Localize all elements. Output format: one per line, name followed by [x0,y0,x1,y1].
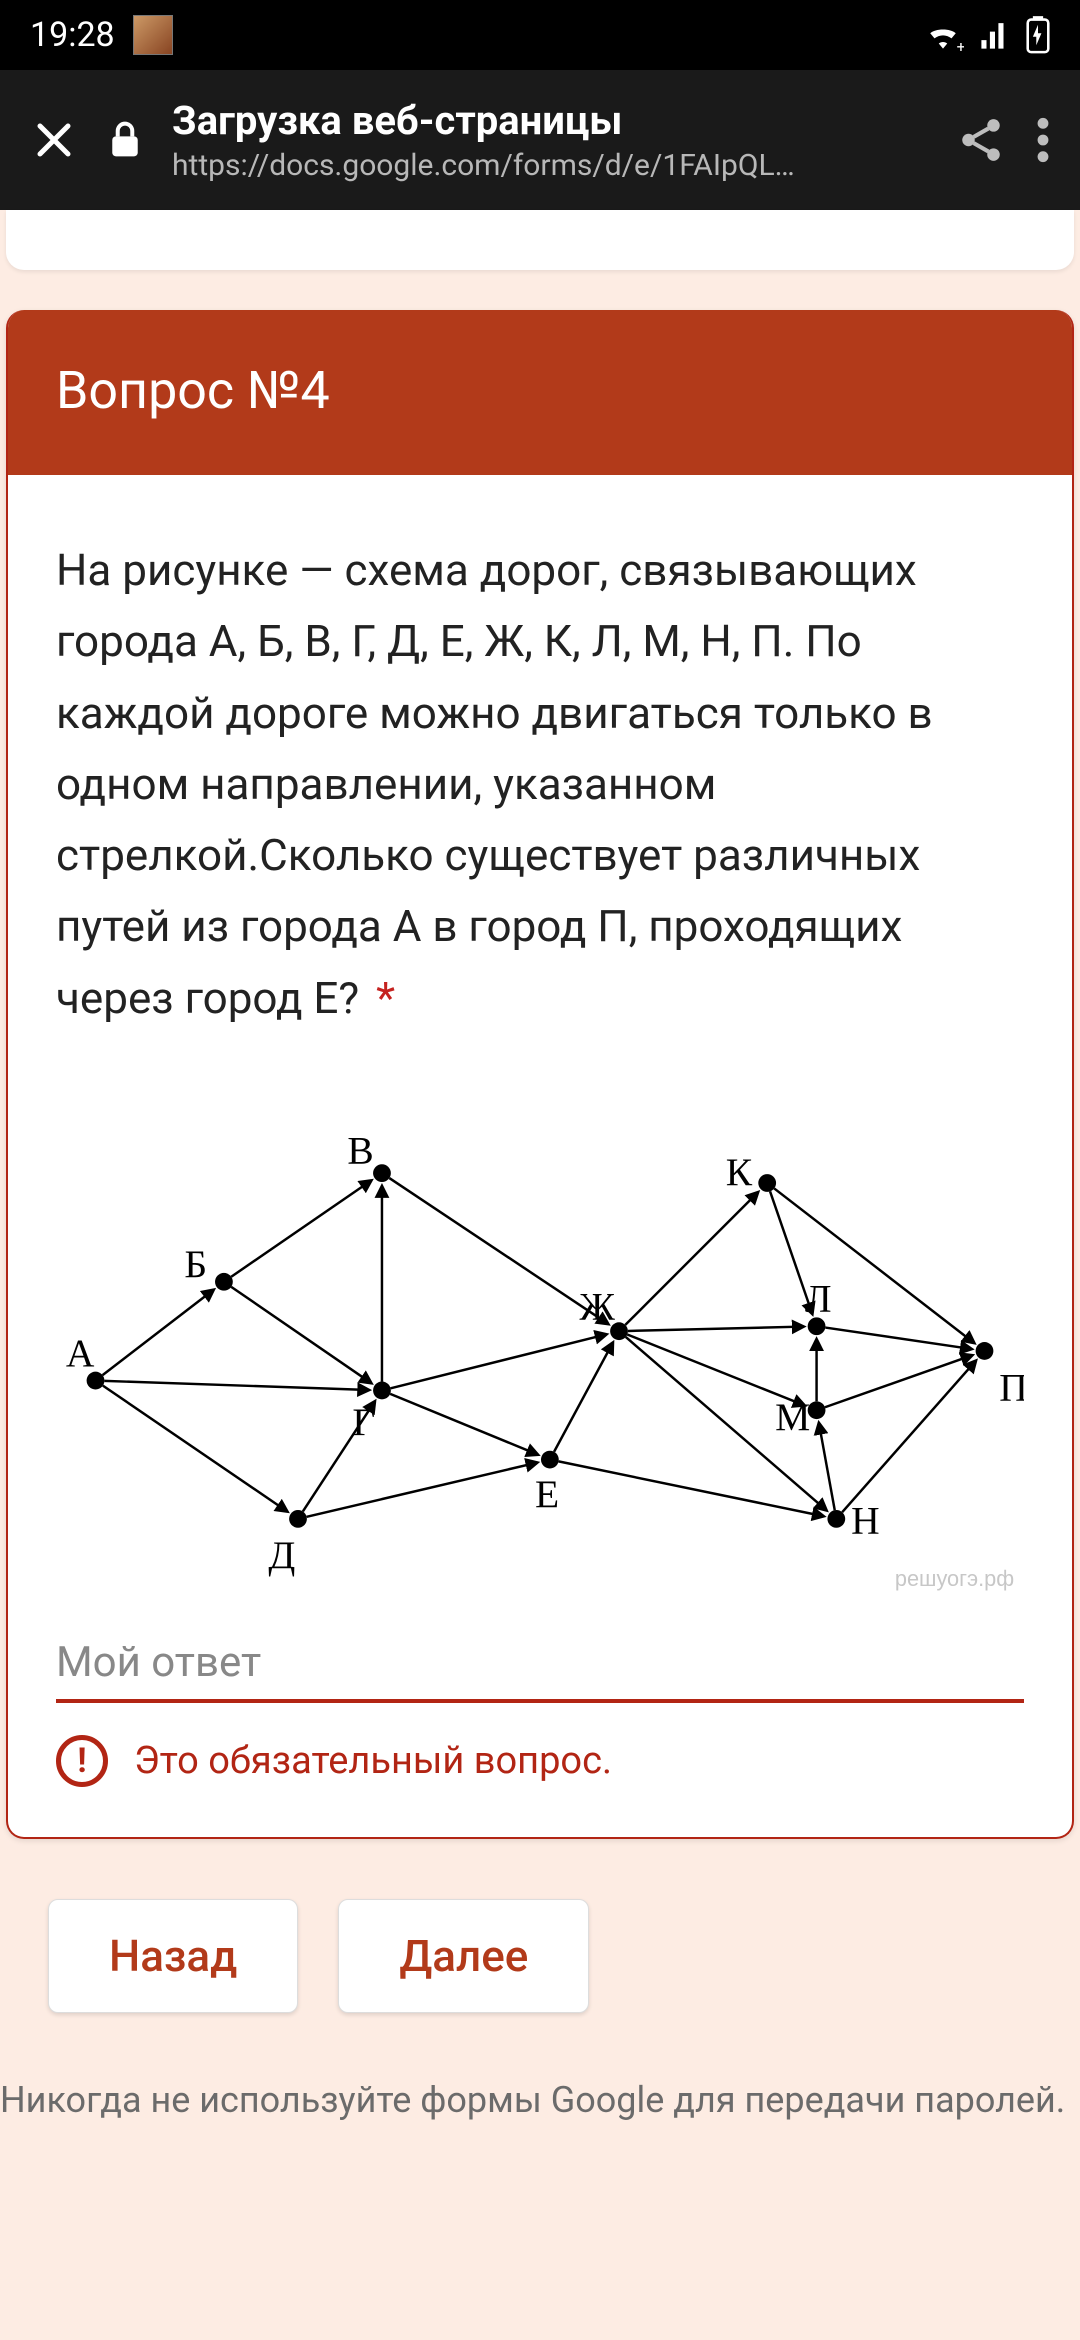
edge-A-D [103,1385,288,1511]
battery-charging-icon [1026,16,1050,54]
edge-B-G [231,1287,371,1383]
node-V [373,1164,391,1182]
node-label-A: А [66,1331,95,1375]
graph-diagram: А Б В Г Д Е Ж К Л М Н Прешуогэ.рф [56,1104,1024,1598]
edge-N-M [819,1423,835,1510]
edge-L-P [825,1327,971,1349]
node-label-L: Л [805,1276,832,1320]
node-K [758,1174,776,1192]
wifi-icon: + [922,18,964,52]
node-D [289,1510,307,1528]
page-url: https://docs.google.com/forms/d/e/1FAIpQ… [172,148,926,183]
node-label-P: П [999,1365,1024,1409]
edge-B-V [231,1180,371,1276]
road-graph: А Б В Г Д Е Ж К Л М Н Прешуогэ.рф [56,1104,1024,1598]
status-time: 19:28 [30,15,115,55]
edge-A-G [104,1381,369,1390]
edge-E-N [559,1461,824,1516]
edge-D-E [307,1462,538,1516]
node-label-N: Н [851,1499,880,1543]
question-card: Вопрос №4 На рисунке — схема дорог, связ… [6,310,1074,1839]
svg-text:+: + [957,38,964,52]
node-label-B: Б [184,1242,207,1286]
error-row: ! Это обязательный вопрос. [56,1735,1024,1787]
node-label-ZH: Ж [580,1284,616,1328]
form-area: Вопрос №4 На рисунке — схема дорог, связ… [0,210,1080,2127]
browser-bar: Загрузка веб-страницы https://docs.googl… [0,70,1080,210]
node-label-M: М [775,1395,810,1439]
required-mark: * [376,972,395,1024]
notification-app-icon [133,15,173,55]
node-B [215,1273,233,1291]
edge-N-P [842,1360,976,1512]
node-label-K: К [726,1150,753,1194]
error-icon: ! [56,1735,108,1787]
status-bar: 19:28 + [0,0,1080,70]
node-M [808,1401,826,1419]
answer-placeholder: Мой ответ [56,1638,1024,1699]
question-text: На рисунке — схема дорог, связывающих го… [56,535,1024,1034]
lock-icon [108,120,142,160]
previous-card-edge [6,210,1074,270]
question-header: Вопрос №4 [8,310,1072,475]
nav-row: Назад Далее [0,1839,1080,2043]
answer-input[interactable]: Мой ответ [56,1638,1024,1703]
edge-ZH-L [628,1326,804,1330]
watermark: решуогэ.рф [895,1566,1014,1591]
more-icon[interactable] [1036,115,1050,165]
edge-V-ZH [389,1178,608,1324]
node-label-E: Е [535,1472,559,1516]
node-P [976,1342,994,1360]
disclaimer-text: Никогда не используйте формы Google для … [0,2043,1080,2127]
page-title: Загрузка веб-страницы [172,97,926,144]
edge-M-P [825,1355,972,1407]
answer-underline [56,1699,1024,1703]
share-icon[interactable] [956,115,1006,165]
node-G [373,1381,391,1399]
next-button[interactable]: Далее [338,1899,589,2013]
back-button[interactable]: Назад [48,1899,298,2013]
node-E [541,1451,559,1469]
error-text: Это обязательный вопрос. [134,1739,612,1783]
edge-E-ZH [554,1342,613,1451]
edge-A-B [103,1289,214,1375]
edge-G-E [390,1394,538,1455]
node-label-G: Г [352,1400,375,1444]
node-N [827,1510,845,1528]
close-icon[interactable] [30,116,78,164]
node-label-D: Д [268,1533,295,1577]
status-icons: + [922,16,1050,54]
edge-G-ZH [391,1334,607,1388]
node-label-V: В [347,1128,373,1172]
signal-icon [978,18,1012,52]
edge-ZH-K [625,1192,758,1325]
question-text-content: На рисунке — схема дорог, связывающих го… [56,544,933,1024]
